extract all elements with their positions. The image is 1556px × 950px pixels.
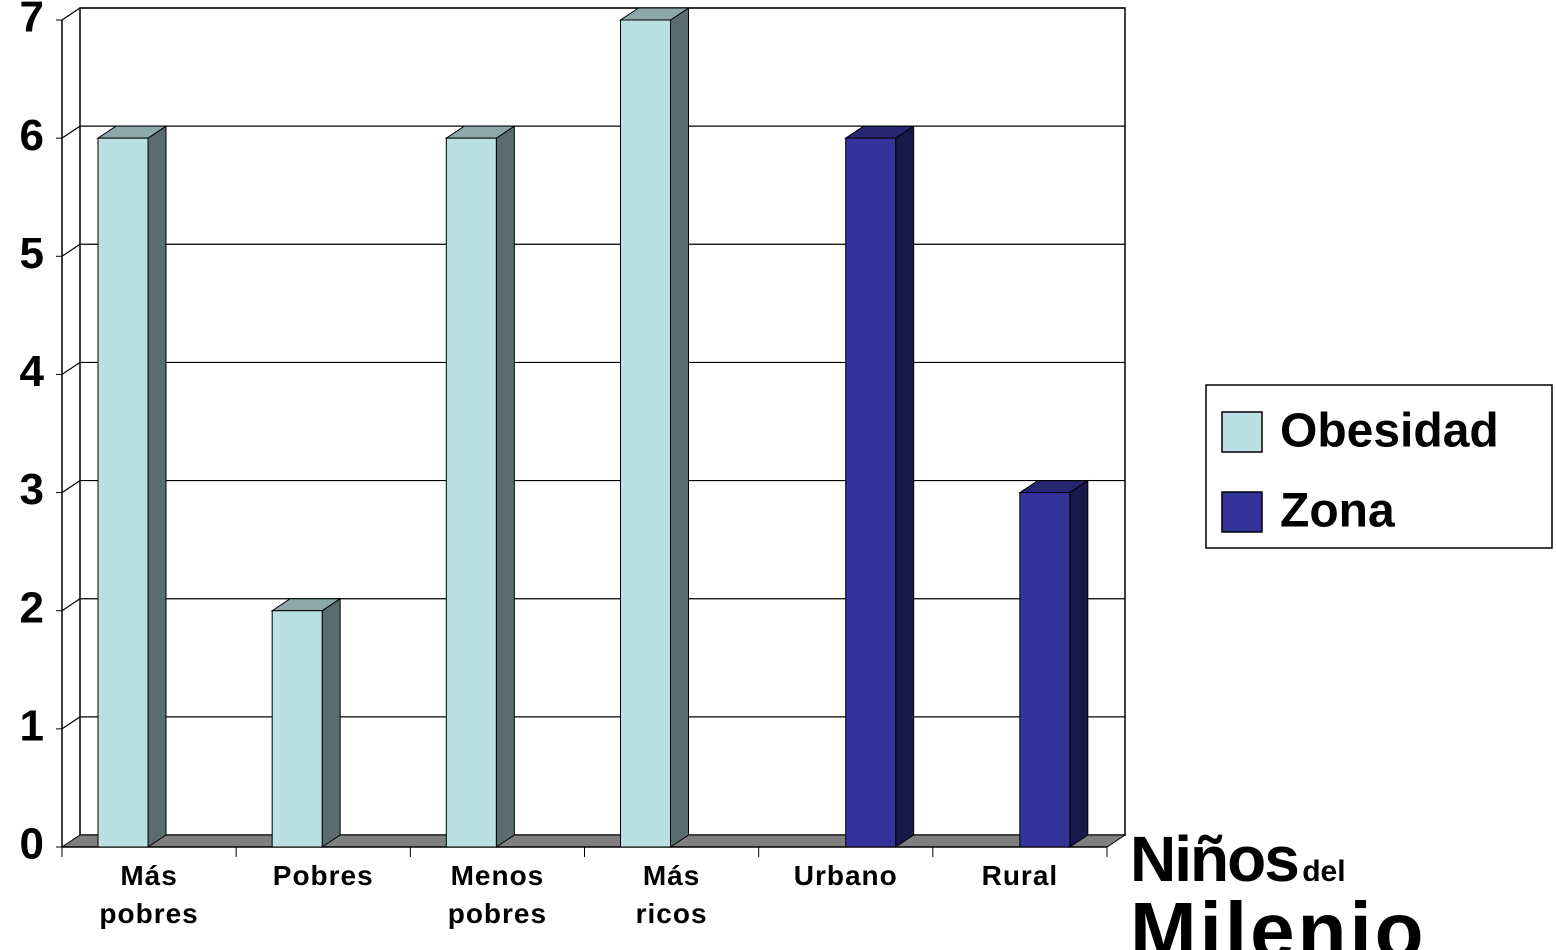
- bar-side: [495, 125, 515, 848]
- x-tick-label: Pobres: [272, 860, 374, 891]
- y-tick-label: 1: [20, 701, 44, 750]
- x-tick-label: Más ricos: [635, 860, 708, 929]
- bar-side: [1069, 479, 1089, 848]
- bar: [620, 19, 671, 848]
- grid-line: [61, 479, 1125, 494]
- x-tick-label: Urbano: [793, 860, 898, 891]
- legend-swatch: [1221, 411, 1263, 453]
- logo-text: Milenio: [1130, 886, 1427, 950]
- y-tick-label: 7: [20, 0, 44, 42]
- logo: Niños del Milenio: [1130, 822, 1427, 950]
- logo-text: del: [1302, 855, 1346, 888]
- y-tick-label: 2: [20, 583, 44, 632]
- bar-side: [895, 125, 915, 848]
- logo-text: Niños: [1130, 823, 1300, 895]
- bar: [845, 137, 897, 848]
- grid-line: [61, 716, 1125, 730]
- y-tick-label: 6: [20, 111, 44, 160]
- y-tick-label: 5: [20, 229, 44, 278]
- legend-label: Obesidad: [1280, 405, 1499, 458]
- bar: [445, 137, 497, 848]
- bar-side: [670, 7, 689, 848]
- y-tick-label: 4: [20, 347, 45, 396]
- grid-line: [61, 125, 1125, 139]
- bar: [97, 137, 149, 848]
- bar-side: [147, 125, 167, 848]
- y-tick-label: 0: [20, 820, 44, 869]
- legend-swatch: [1221, 491, 1263, 533]
- legend-box: [1205, 384, 1553, 549]
- bar-side: [321, 597, 341, 848]
- y-tick-label: 3: [20, 465, 44, 514]
- grid-line: [61, 361, 1125, 375]
- x-tick-label: Menos pobres: [447, 860, 548, 929]
- x-tick-label: Más pobres: [99, 860, 199, 929]
- legend-label: Zona: [1280, 485, 1395, 538]
- grid-line: [61, 243, 1125, 257]
- plot-wall: [79, 7, 1126, 836]
- x-tick-label: Rural: [981, 860, 1059, 891]
- grid-line: [61, 7, 1125, 21]
- plot-floor: [60, 834, 1127, 848]
- bar: [271, 610, 323, 848]
- grid-line: [61, 598, 1125, 612]
- bar: [1019, 492, 1071, 848]
